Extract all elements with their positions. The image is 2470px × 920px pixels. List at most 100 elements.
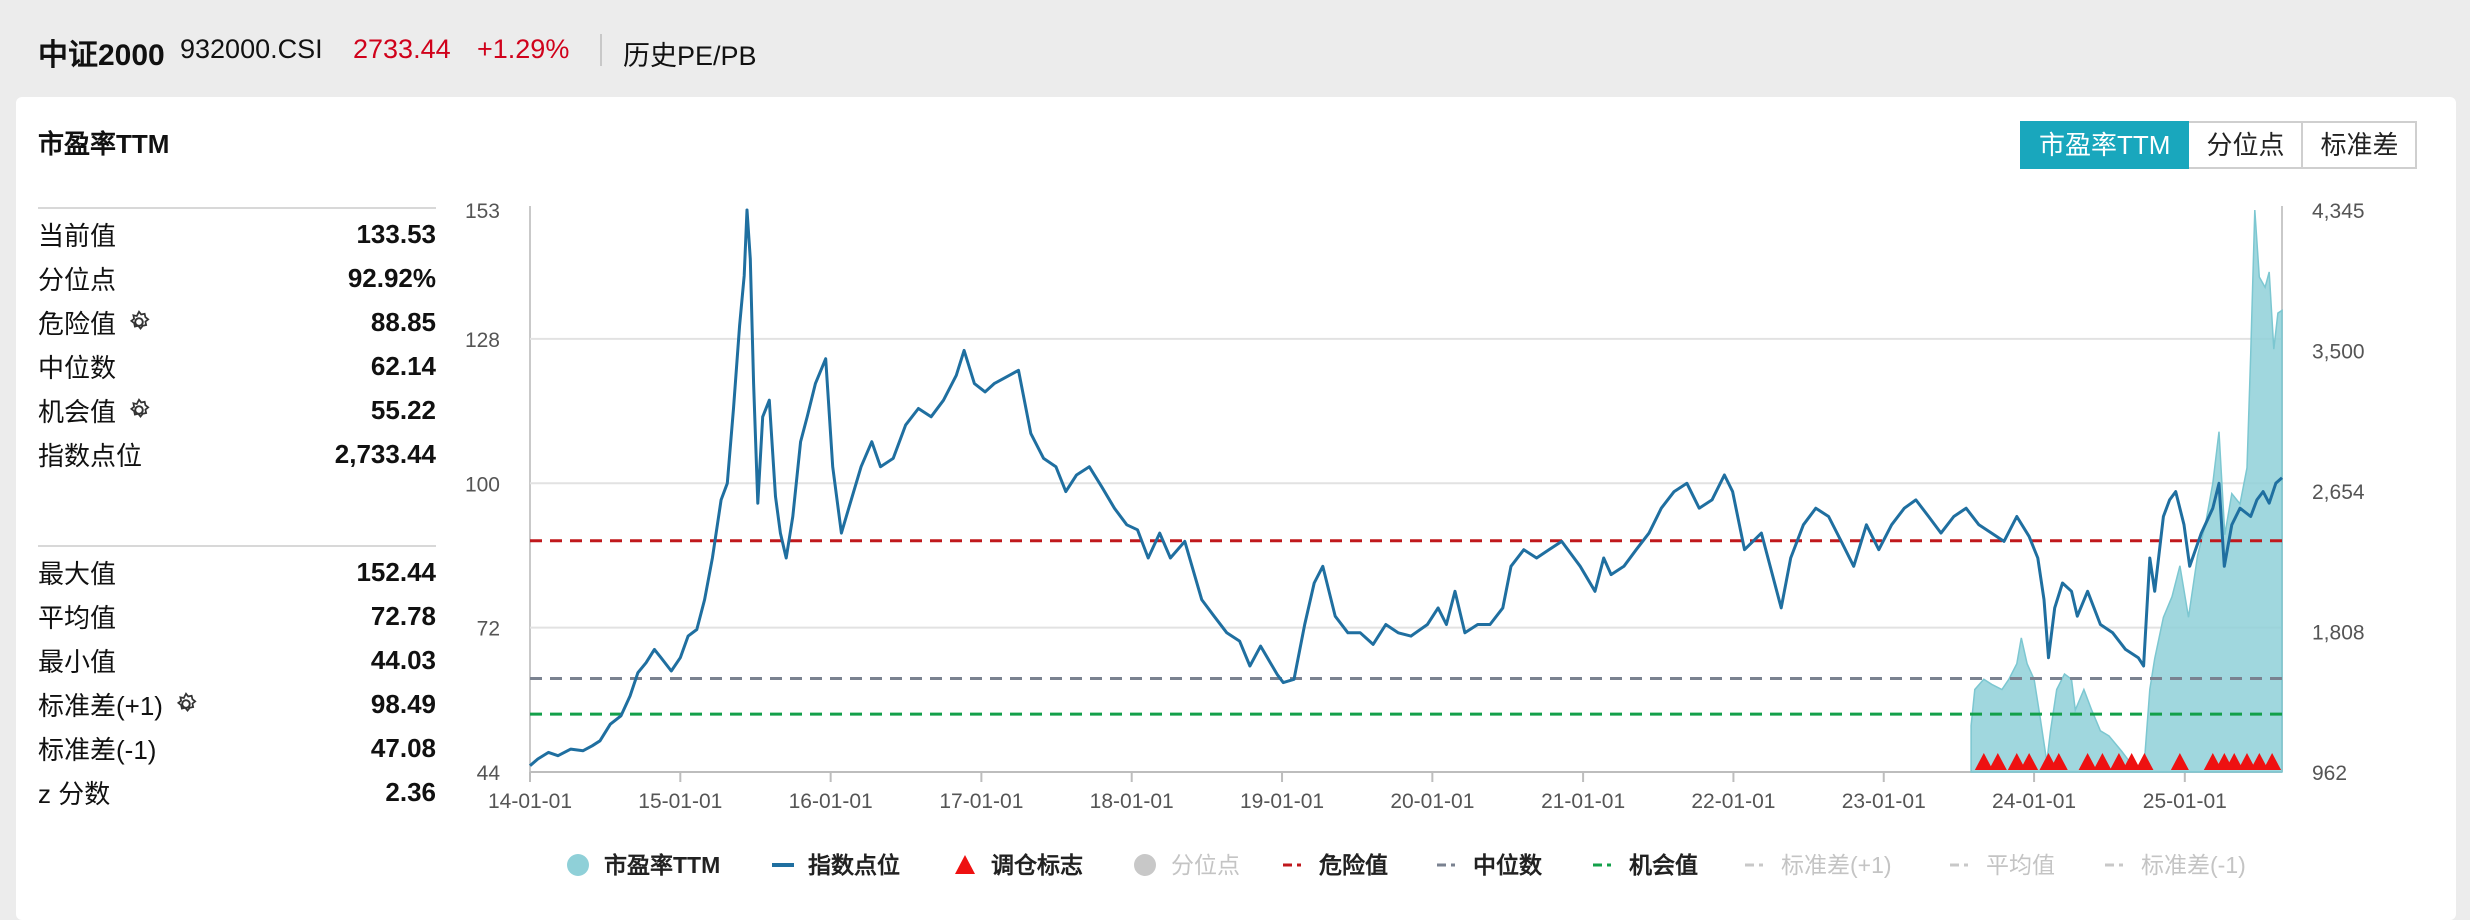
stat-row-current: 当前值 133.53 (38, 212, 436, 256)
legend-item[interactable]: 标准差(-1) (2105, 852, 2246, 878)
rebalance-signal-marker (2122, 753, 2141, 770)
y-right-tick-label: 1,808 (2312, 621, 2365, 644)
x-tick-label: 18-01-01 (1090, 790, 1174, 813)
x-tick-label: 22-01-01 (1691, 790, 1775, 813)
stat-label: 指数点位 (38, 440, 143, 471)
legend-item[interactable]: 机会值 (1593, 852, 1698, 878)
gear-icon[interactable] (126, 309, 152, 335)
pe-ttm-area (1970, 209, 2283, 773)
x-tick-label: 16-01-01 (789, 790, 873, 813)
legend-item[interactable]: 标准差(+1) (1745, 852, 1892, 878)
legend-label: 中位数 (1473, 852, 1543, 878)
stat-row-percentile: 分位点 92.92% (38, 256, 436, 300)
legend-item[interactable]: 危险值 (1283, 852, 1388, 878)
rebalance-signal-marker (2237, 753, 2256, 770)
legend-label: 指数点位 (808, 852, 900, 878)
header-divider (600, 34, 602, 66)
stat-row-mean: 平均值 72.78 (38, 594, 436, 638)
stat-label: 分位点 (38, 264, 117, 295)
legend-label: 调仓标志 (991, 852, 1083, 878)
x-tick-label: 14-01-01 (488, 790, 572, 813)
stat-row-index-level: 指数点位 2,733.44 (38, 432, 436, 476)
legend-label: 平均值 (1986, 852, 2055, 878)
tab-percentile[interactable]: 分位点 (2189, 121, 2304, 169)
x-tick-label: 17-01-01 (939, 790, 1023, 813)
stat-row-z-score: z 分数 2.36 (38, 770, 436, 814)
gear-icon[interactable] (126, 397, 152, 423)
y-left-tick-label: 44 (477, 762, 501, 785)
y-right-tick-label: 4,345 (2312, 200, 2365, 223)
index-price: 2733.44 (353, 34, 451, 64)
rebalance-signal-marker (2170, 753, 2189, 770)
stat-row-std-minus: 标准差(-1) 47.08 (38, 726, 436, 770)
stat-value: 2.36 (385, 776, 436, 807)
stat-value: 44.03 (370, 644, 436, 675)
tab-pe-ttm[interactable]: 市盈率TTM (2020, 121, 2190, 169)
stat-row-std-plus: 标准差(+1) 98.49 (38, 682, 436, 726)
stat-row-opportunity: 机会值 55.22 (38, 388, 436, 432)
stat-value: 98.49 (370, 688, 436, 719)
legend-label: 危险值 (1319, 852, 1388, 878)
y-left-tick-label: 128 (465, 329, 500, 352)
legend-item[interactable]: 调仓标志 (955, 852, 1083, 878)
stat-label: 中位数 (38, 352, 117, 383)
rebalance-signal-marker (1988, 753, 2007, 770)
stat-row-min: 最小值 44.03 (38, 638, 436, 682)
x-tick-label: 20-01-01 (1390, 790, 1474, 813)
stat-label: 平均值 (38, 602, 117, 633)
rebalance-signal-marker (2263, 753, 2282, 770)
card-title: 市盈率TTM (38, 129, 170, 159)
legend-item[interactable]: 分位点 (1134, 852, 1240, 878)
stat-value: 92.92% (347, 262, 436, 293)
rebalance-signal-marker (2109, 753, 2128, 770)
stats-current: 当前值 133.53 分位点 92.92% 危险值 88.85 中位数 62.1… (38, 207, 436, 476)
stat-value: 62.14 (370, 350, 436, 381)
rebalance-signal-marker (1974, 753, 1993, 770)
stat-row-median: 中位数 62.14 (38, 344, 436, 388)
tab-std-dev[interactable]: 标准差 (2303, 121, 2418, 169)
stat-label: 当前值 (38, 220, 117, 251)
legend-label: 标准差(+1) (1781, 852, 1892, 878)
stat-label: 标准差(+1) (38, 690, 163, 721)
y-right-tick-label: 962 (2312, 762, 2347, 785)
legend-label: 机会值 (1629, 852, 1698, 878)
stats-summary: 最大值 152.44 平均值 72.78 最小值 44.03 标准差(+1) 9… (38, 545, 436, 814)
gear-icon[interactable] (173, 691, 199, 717)
stat-label: 最大值 (38, 558, 117, 589)
stat-value: 133.53 (356, 218, 436, 249)
legend-item[interactable]: 中位数 (1437, 852, 1543, 878)
history-pe-pb-link[interactable]: 历史PE/PB (623, 41, 757, 71)
index-name: 中证2000 (38, 39, 165, 72)
header-bar (0, 0, 2470, 100)
y-right-tick-label: 2,654 (2312, 481, 2365, 504)
legend-marker-triangle (955, 855, 975, 874)
stat-value: 47.08 (370, 732, 436, 763)
stat-label: 机会值 (38, 396, 117, 427)
legend-label: 标准差(-1) (2141, 852, 2246, 878)
y-left-tick-label: 100 (465, 473, 500, 496)
y-left-tick-label: 153 (465, 200, 500, 223)
legend-item[interactable]: 平均值 (1950, 852, 2055, 878)
stat-value: 88.85 (370, 306, 436, 337)
x-tick-label: 19-01-01 (1240, 790, 1324, 813)
index-code: 932000.CSI (180, 34, 323, 64)
stat-value: 55.22 (370, 394, 436, 425)
metric-tabs: 市盈率TTM 分位点 标准差 (2020, 121, 2418, 169)
stat-row-max: 最大值 152.44 (38, 550, 436, 594)
rebalance-signal-marker (2007, 753, 2026, 770)
index-change: +1.29% (477, 34, 570, 64)
stat-label: 标准差(-1) (38, 734, 157, 765)
legend-label: 分位点 (1171, 852, 1240, 878)
x-tick-label: 23-01-01 (1842, 790, 1926, 813)
legend-item[interactable]: 市盈率TTM (567, 852, 720, 878)
legend-item[interactable]: 指数点位 (772, 852, 900, 878)
x-tick-label: 25-01-01 (2143, 790, 2227, 813)
legend-label: 市盈率TTM (604, 852, 720, 878)
y-right-tick-label: 3,500 (2312, 340, 2365, 363)
x-tick-label: 21-01-01 (1541, 790, 1625, 813)
stat-value: 152.44 (356, 556, 436, 587)
rebalance-signal-marker (2020, 753, 2039, 770)
x-tick-label: 24-01-01 (1992, 790, 2076, 813)
stat-row-danger: 危险值 88.85 (38, 300, 436, 344)
